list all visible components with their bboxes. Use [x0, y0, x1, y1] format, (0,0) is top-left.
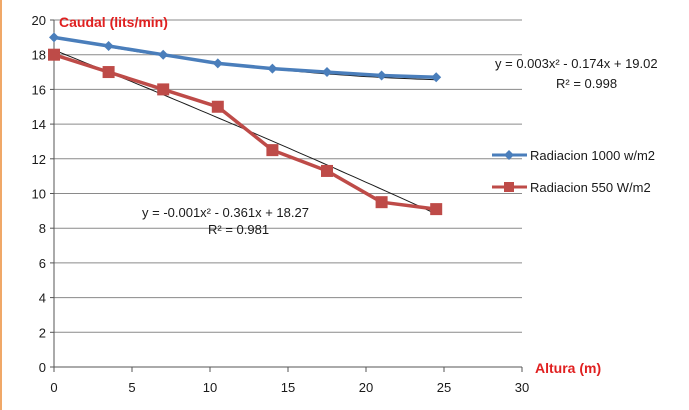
gridlines: [54, 19, 522, 333]
series-1-point-5: [267, 63, 278, 74]
series-line-2: [53, 53, 437, 211]
tick-labels: 0 2 4 6 8 10 12 14 16 18 20 0 5 10 15 20 25 30: [32, 13, 530, 395]
series-1-point-2: [103, 41, 114, 52]
x-tick-label-25: 25: [437, 380, 451, 395]
y-tick-label-4: 4: [39, 291, 46, 306]
y-tick-label-14: 14: [32, 117, 46, 132]
x-axis-label: Altura (m): [535, 360, 601, 376]
series-1-point-7: [376, 70, 387, 81]
y-tick-label-20: 20: [32, 13, 46, 28]
y-tick-label-18: 18: [32, 48, 46, 63]
legend: Radiacion 1000 w/m2 Radiacion 550 W/m2: [492, 148, 655, 195]
r2-series-1: R² = 0.998: [556, 76, 617, 91]
y-tick-label-0: 0: [39, 360, 46, 375]
y-tick-label-16: 16: [32, 82, 46, 97]
x-tick-label-15: 15: [281, 380, 295, 395]
series-2-point-4: [211, 100, 224, 113]
equation-series-2: y = -0.001x² - 0.361x + 18.27: [142, 205, 309, 220]
equation-series-1: y = 0.003x² - 0.174x + 19.02: [495, 56, 658, 71]
legend-label-1: Radiacion 1000 w/m2: [530, 148, 655, 163]
x-tick-label-30: 30: [515, 380, 529, 395]
series-line-1: [53, 35, 437, 80]
r2-series-2: R² = 0.981: [208, 222, 269, 237]
series-2-point-1: [48, 48, 60, 61]
legend-marker-1: [504, 150, 514, 160]
series-2-point-7: [375, 196, 388, 209]
y-tick-label-8: 8: [39, 221, 46, 236]
x-tick-label-0: 0: [50, 380, 57, 395]
y-tick-label-12: 12: [32, 152, 46, 167]
y-axis-label: Caudal (lits/min): [59, 14, 168, 30]
series-2-point-2: [102, 66, 115, 79]
x-tick-label-20: 20: [359, 380, 373, 395]
y-tick-label-6: 6: [39, 256, 46, 271]
series-2-point-3: [157, 83, 170, 96]
x-tick-label-10: 10: [203, 380, 217, 395]
x-tick-label-5: 5: [128, 380, 135, 395]
series-1-point-8: [431, 72, 442, 83]
y-tick-label-2: 2: [39, 325, 46, 340]
series-1-point-6: [322, 67, 332, 78]
series-1-point-4: [212, 58, 223, 69]
series-1-point-3: [158, 49, 169, 60]
series-2-point-6: [321, 164, 333, 177]
data-series: [48, 32, 443, 216]
legend-label-2: Radiacion 550 W/m2: [530, 180, 651, 195]
series-2-point-8: [430, 203, 443, 216]
series-2-point-5: [266, 144, 279, 157]
series-1-point-1: [49, 32, 59, 43]
legend-marker-2: [504, 182, 514, 192]
y-tick-label-10: 10: [32, 187, 46, 202]
